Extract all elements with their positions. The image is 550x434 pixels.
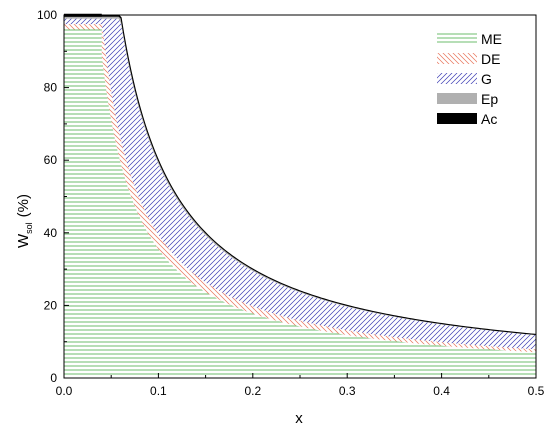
legend-swatch-ac [437,113,477,124]
legend-label-ac: Ac [481,111,497,127]
legend-swatch-g [437,73,477,84]
y-tick-label: 60 [44,153,58,167]
legend: ME DE G Ep Ac [437,31,502,127]
y-axis-title-main: W [15,233,32,248]
tick-labels: 0.0 0.1 0.2 0.3 0.4 0.5 0 20 40 60 80 100 [37,8,545,398]
y-axis-title: Wsol (%) [15,194,34,248]
x-tick-label: 0.5 [528,384,545,398]
area-layers [64,13,537,379]
y-tick-label: 0 [50,371,57,385]
legend-label-ep: Ep [481,91,498,107]
y-tick-label: 80 [44,81,58,95]
legend-swatch-ep [437,93,477,104]
legend-label-g: G [481,71,492,87]
area-de [64,24,536,353]
x-tick-label: 0.1 [150,384,167,398]
x-tick-label: 0.2 [244,384,261,398]
area-g [64,18,536,350]
legend-swatch-de [437,53,477,64]
y-axis-title-unit: (%) [15,194,32,217]
area-me [64,29,536,379]
tick-marks [63,14,537,379]
y-axis-title-subscript: sol [24,222,34,234]
y-tick-label: 20 [44,298,58,312]
svg-text:Wsol(%): Wsol (%) [15,194,34,248]
envelope-line [101,14,537,335]
x-tick-label: 0.3 [339,384,356,398]
x-axis-title: x [295,410,303,427]
legend-swatch-me [437,33,477,44]
y-tick-label: 100 [37,8,57,22]
y-tick-label: 40 [44,226,58,240]
legend-label-me: ME [481,31,502,47]
x-tick-label: 0.4 [433,384,450,398]
x-tick-label: 0.0 [56,384,73,398]
legend-label-de: DE [481,51,500,67]
